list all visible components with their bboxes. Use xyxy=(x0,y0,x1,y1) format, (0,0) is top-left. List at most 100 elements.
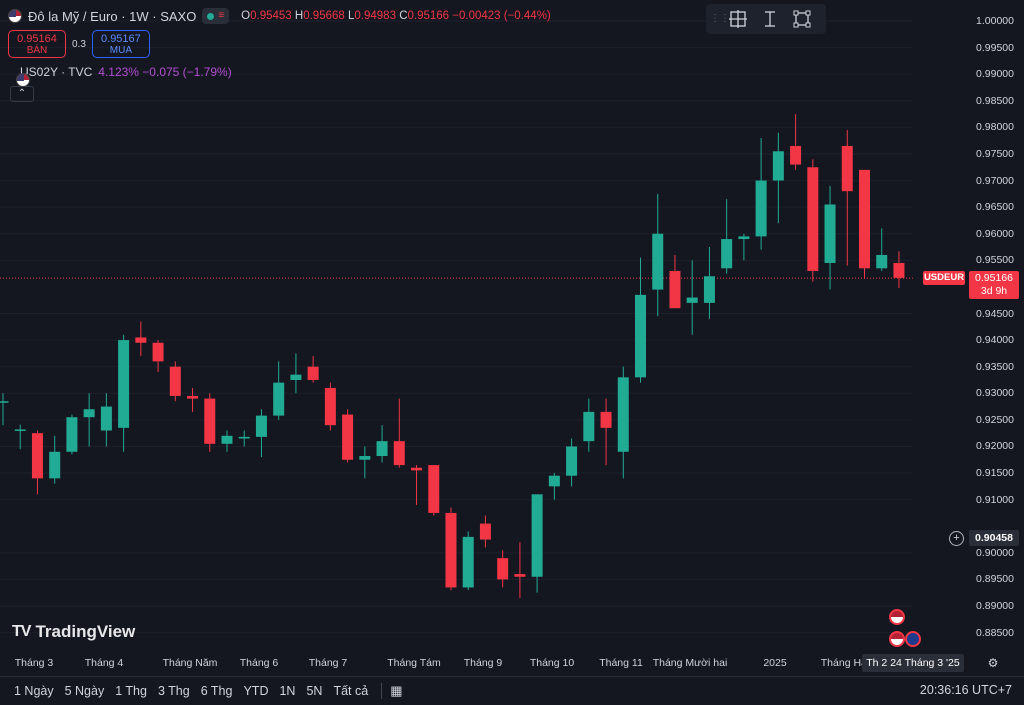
visibility-toggle[interactable]: ≡ xyxy=(202,8,230,24)
price-chart[interactable] xyxy=(0,0,913,650)
candle xyxy=(686,260,698,335)
crosshair-price-label: 0.90458 xyxy=(969,530,1019,546)
calendar-icon[interactable]: ▦ xyxy=(390,683,403,698)
price-tick-label: 0.89500 xyxy=(976,573,1014,586)
time-tick-label: Tháng 10 xyxy=(529,657,575,669)
candle-body xyxy=(617,377,629,452)
candle xyxy=(342,409,354,463)
candle xyxy=(703,247,715,319)
candle-body xyxy=(307,366,319,380)
candle xyxy=(841,130,853,266)
range-button[interactable]: 1 Ngày xyxy=(14,684,54,698)
candle xyxy=(445,507,457,591)
candle-body xyxy=(790,145,802,165)
candle xyxy=(169,361,181,402)
candle xyxy=(135,321,147,357)
candle xyxy=(31,430,43,495)
price-axis[interactable]: 1.00000 0.99500 0.99000 0.98500 0.98000 0.975… xyxy=(913,0,1024,650)
compare-legend[interactable]: US02Y · TVC 4.123% −0.075 (−1.79%) xyxy=(8,65,232,87)
economic-event-icon[interactable] xyxy=(889,609,905,625)
candle-body xyxy=(273,382,285,416)
price-tick-label: 0.98000 xyxy=(976,121,1014,134)
compare-values: 4.123% −0.075 (−1.79%) xyxy=(98,65,232,79)
price-tick-label: 0.98500 xyxy=(976,94,1014,107)
range-button[interactable]: 3 Thg xyxy=(157,684,190,698)
symbol-badge: USDEUR xyxy=(923,271,965,286)
candle xyxy=(859,169,870,279)
time-tick-label: Tháng 3 xyxy=(14,657,54,669)
candle xyxy=(359,446,371,479)
time-axis[interactable]: Tháng 3 Tháng 4 Tháng Năm Tháng 6 Tháng 7 Thá… xyxy=(0,652,913,674)
price-tick-label: 0.90000 xyxy=(976,546,1014,559)
candle-body xyxy=(876,254,888,269)
candle-body xyxy=(548,475,560,487)
change-value: −0.00423 (−0.44%) xyxy=(452,10,551,22)
gear-icon[interactable]: ⚙ xyxy=(987,656,999,670)
candle xyxy=(273,361,285,420)
candle-body xyxy=(600,411,612,428)
drag-handle-icon[interactable]: ⋮⋮ xyxy=(710,13,730,24)
price-tick-label: 0.99500 xyxy=(976,41,1014,54)
candle-body xyxy=(703,276,715,303)
time-tick-label: Tháng 11 xyxy=(599,657,643,669)
range-button[interactable]: Tất cả xyxy=(333,684,369,698)
candle-body xyxy=(428,465,440,513)
candle xyxy=(428,465,440,516)
candle xyxy=(772,132,784,224)
candle-body xyxy=(152,342,164,362)
economic-event-icon[interactable] xyxy=(905,631,921,647)
us-flag-icon xyxy=(8,9,22,23)
buy-button[interactable]: 0.95167 MUA xyxy=(91,30,150,58)
candle-body xyxy=(462,536,474,588)
candle-body xyxy=(721,239,733,269)
collapse-legend-button[interactable]: ⌃ xyxy=(10,86,34,102)
us-flag-icon xyxy=(16,73,30,87)
tv-logo-icon: TV xyxy=(12,623,31,640)
candle xyxy=(118,334,130,452)
candle xyxy=(755,137,767,250)
candle-body xyxy=(652,233,664,290)
symbol-title[interactable]: Đô la Mỹ / Euro · 1W · SAXO xyxy=(28,8,197,24)
range-button[interactable]: 5N xyxy=(306,684,323,698)
crosshair-icon[interactable] xyxy=(724,7,752,31)
candle-body xyxy=(566,446,578,476)
candle xyxy=(204,393,216,452)
candle xyxy=(0,393,9,426)
tradingview-logo[interactable]: TV TradingView xyxy=(12,622,136,641)
candle xyxy=(548,473,560,500)
candle xyxy=(893,251,905,288)
divider xyxy=(381,683,383,699)
time-tick-label: Tháng Mười hai xyxy=(652,657,728,669)
economic-event-icon[interactable] xyxy=(889,631,905,647)
candle-body xyxy=(169,366,181,396)
clock[interactable]: 20:36:16 UTC+7 xyxy=(919,683,1012,697)
price-tick-label: 0.88500 xyxy=(976,626,1014,639)
ohlc-values: O0.95453 H0.95668 L0.94983 C0.95166 −0.0… xyxy=(241,10,551,22)
price-tick-label: 0.94500 xyxy=(976,307,1014,320)
candle xyxy=(514,542,526,599)
price-tick-label: 1.00000 xyxy=(976,14,1014,27)
candle xyxy=(807,159,819,282)
candle-body xyxy=(83,409,95,418)
range-button[interactable]: YTD xyxy=(243,684,269,698)
candle-body xyxy=(31,433,43,479)
candle-body xyxy=(204,398,216,444)
add-alert-button[interactable]: + xyxy=(949,531,964,546)
range-button[interactable]: 1 Thg xyxy=(115,684,147,698)
range-button[interactable]: 6 Thg xyxy=(200,684,233,698)
candle-body xyxy=(290,374,302,380)
price-tick-label: 0.96000 xyxy=(976,227,1014,240)
range-button[interactable]: 5 Ngày xyxy=(64,684,105,698)
measure-icon[interactable] xyxy=(756,7,784,31)
sell-button[interactable]: 0.95164 BÁN xyxy=(8,30,66,58)
candle-body xyxy=(221,435,233,444)
candle-body xyxy=(893,262,905,278)
time-tick-label: Tháng 7 xyxy=(308,657,348,669)
candle xyxy=(497,550,509,588)
price-tick-label: 0.92000 xyxy=(976,440,1014,453)
price-tick-label: 0.96500 xyxy=(976,201,1014,214)
range-bar: 1 Ngày 5 Ngày 1 Thg 3 Thg 6 Thg YTD 1N 5N Tất cả… xyxy=(0,676,1024,705)
zoom-icon[interactable] xyxy=(788,7,816,31)
candle xyxy=(100,393,112,447)
range-button[interactable]: 1N xyxy=(279,684,296,698)
